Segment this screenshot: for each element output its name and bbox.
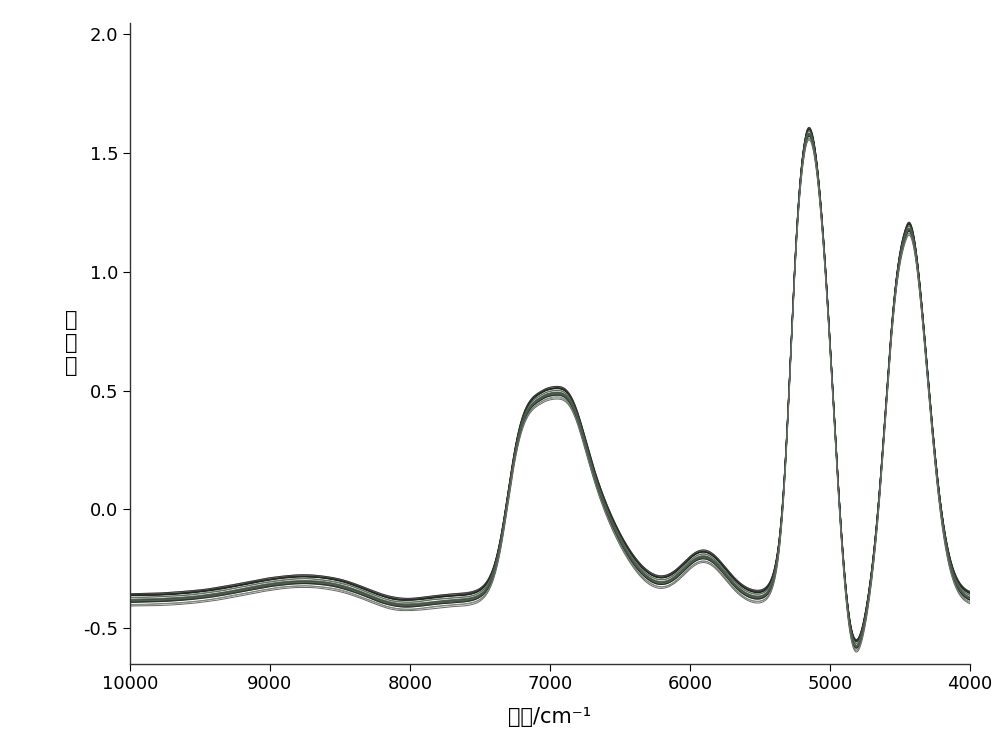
Y-axis label: 吸
收
度: 吸 收 度 — [65, 310, 77, 376]
X-axis label: 波数/cm⁻¹: 波数/cm⁻¹ — [508, 707, 592, 727]
